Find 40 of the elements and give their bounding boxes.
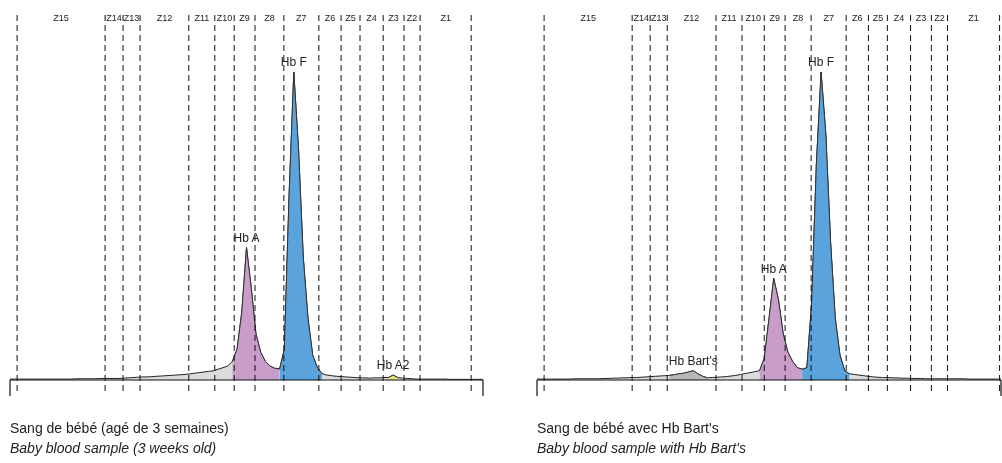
text: Z12: [683, 13, 700, 24]
text: Sang de bébé avec Hb Bart's: [537, 419, 720, 438]
text: Z14: [633, 13, 649, 24]
series-label: Hb F: [280, 55, 307, 70]
text: Sang de bébé (agé de 3 semaines): [10, 419, 229, 438]
text: Z9: [769, 13, 780, 24]
text: Z1: [968, 13, 979, 24]
text: Z8: [264, 13, 275, 24]
text: Z12: [156, 13, 173, 24]
text: Z9: [239, 13, 250, 24]
text: Z1: [440, 13, 451, 24]
series-label: Hb A: [760, 261, 787, 276]
text: Z14: [106, 13, 122, 24]
text: Z8: [792, 13, 804, 24]
series-label: Hb F: [808, 55, 835, 70]
text: Z15: [53, 13, 69, 24]
text: Z7: [823, 13, 834, 24]
text: Z11: [194, 13, 210, 24]
text: Z3: [388, 13, 399, 24]
text: Z4: [893, 13, 905, 24]
text: Z10: [216, 13, 233, 24]
series-label: Hb Bart's: [668, 354, 718, 369]
text: Z4: [366, 13, 377, 24]
text: Z6: [324, 13, 336, 24]
series-label: Hb A2: [376, 358, 410, 373]
text: Z7: [296, 13, 307, 24]
series-label: Hb A: [233, 230, 260, 245]
text: Baby blood sample (3 weeks old): [10, 439, 218, 458]
text: Z2: [934, 13, 945, 24]
text: Z3: [915, 13, 927, 24]
text: Z13: [123, 13, 140, 24]
text: Z6: [852, 13, 863, 24]
text: Z11: [721, 13, 737, 24]
text: Z5: [872, 13, 884, 24]
text: Baby blood sample with Hb Bart's: [537, 439, 746, 458]
text: Z2: [406, 13, 418, 24]
text: Z13: [650, 13, 667, 24]
text: Z15: [580, 13, 596, 24]
text: Z10: [745, 13, 761, 24]
text: Z5: [345, 13, 356, 24]
